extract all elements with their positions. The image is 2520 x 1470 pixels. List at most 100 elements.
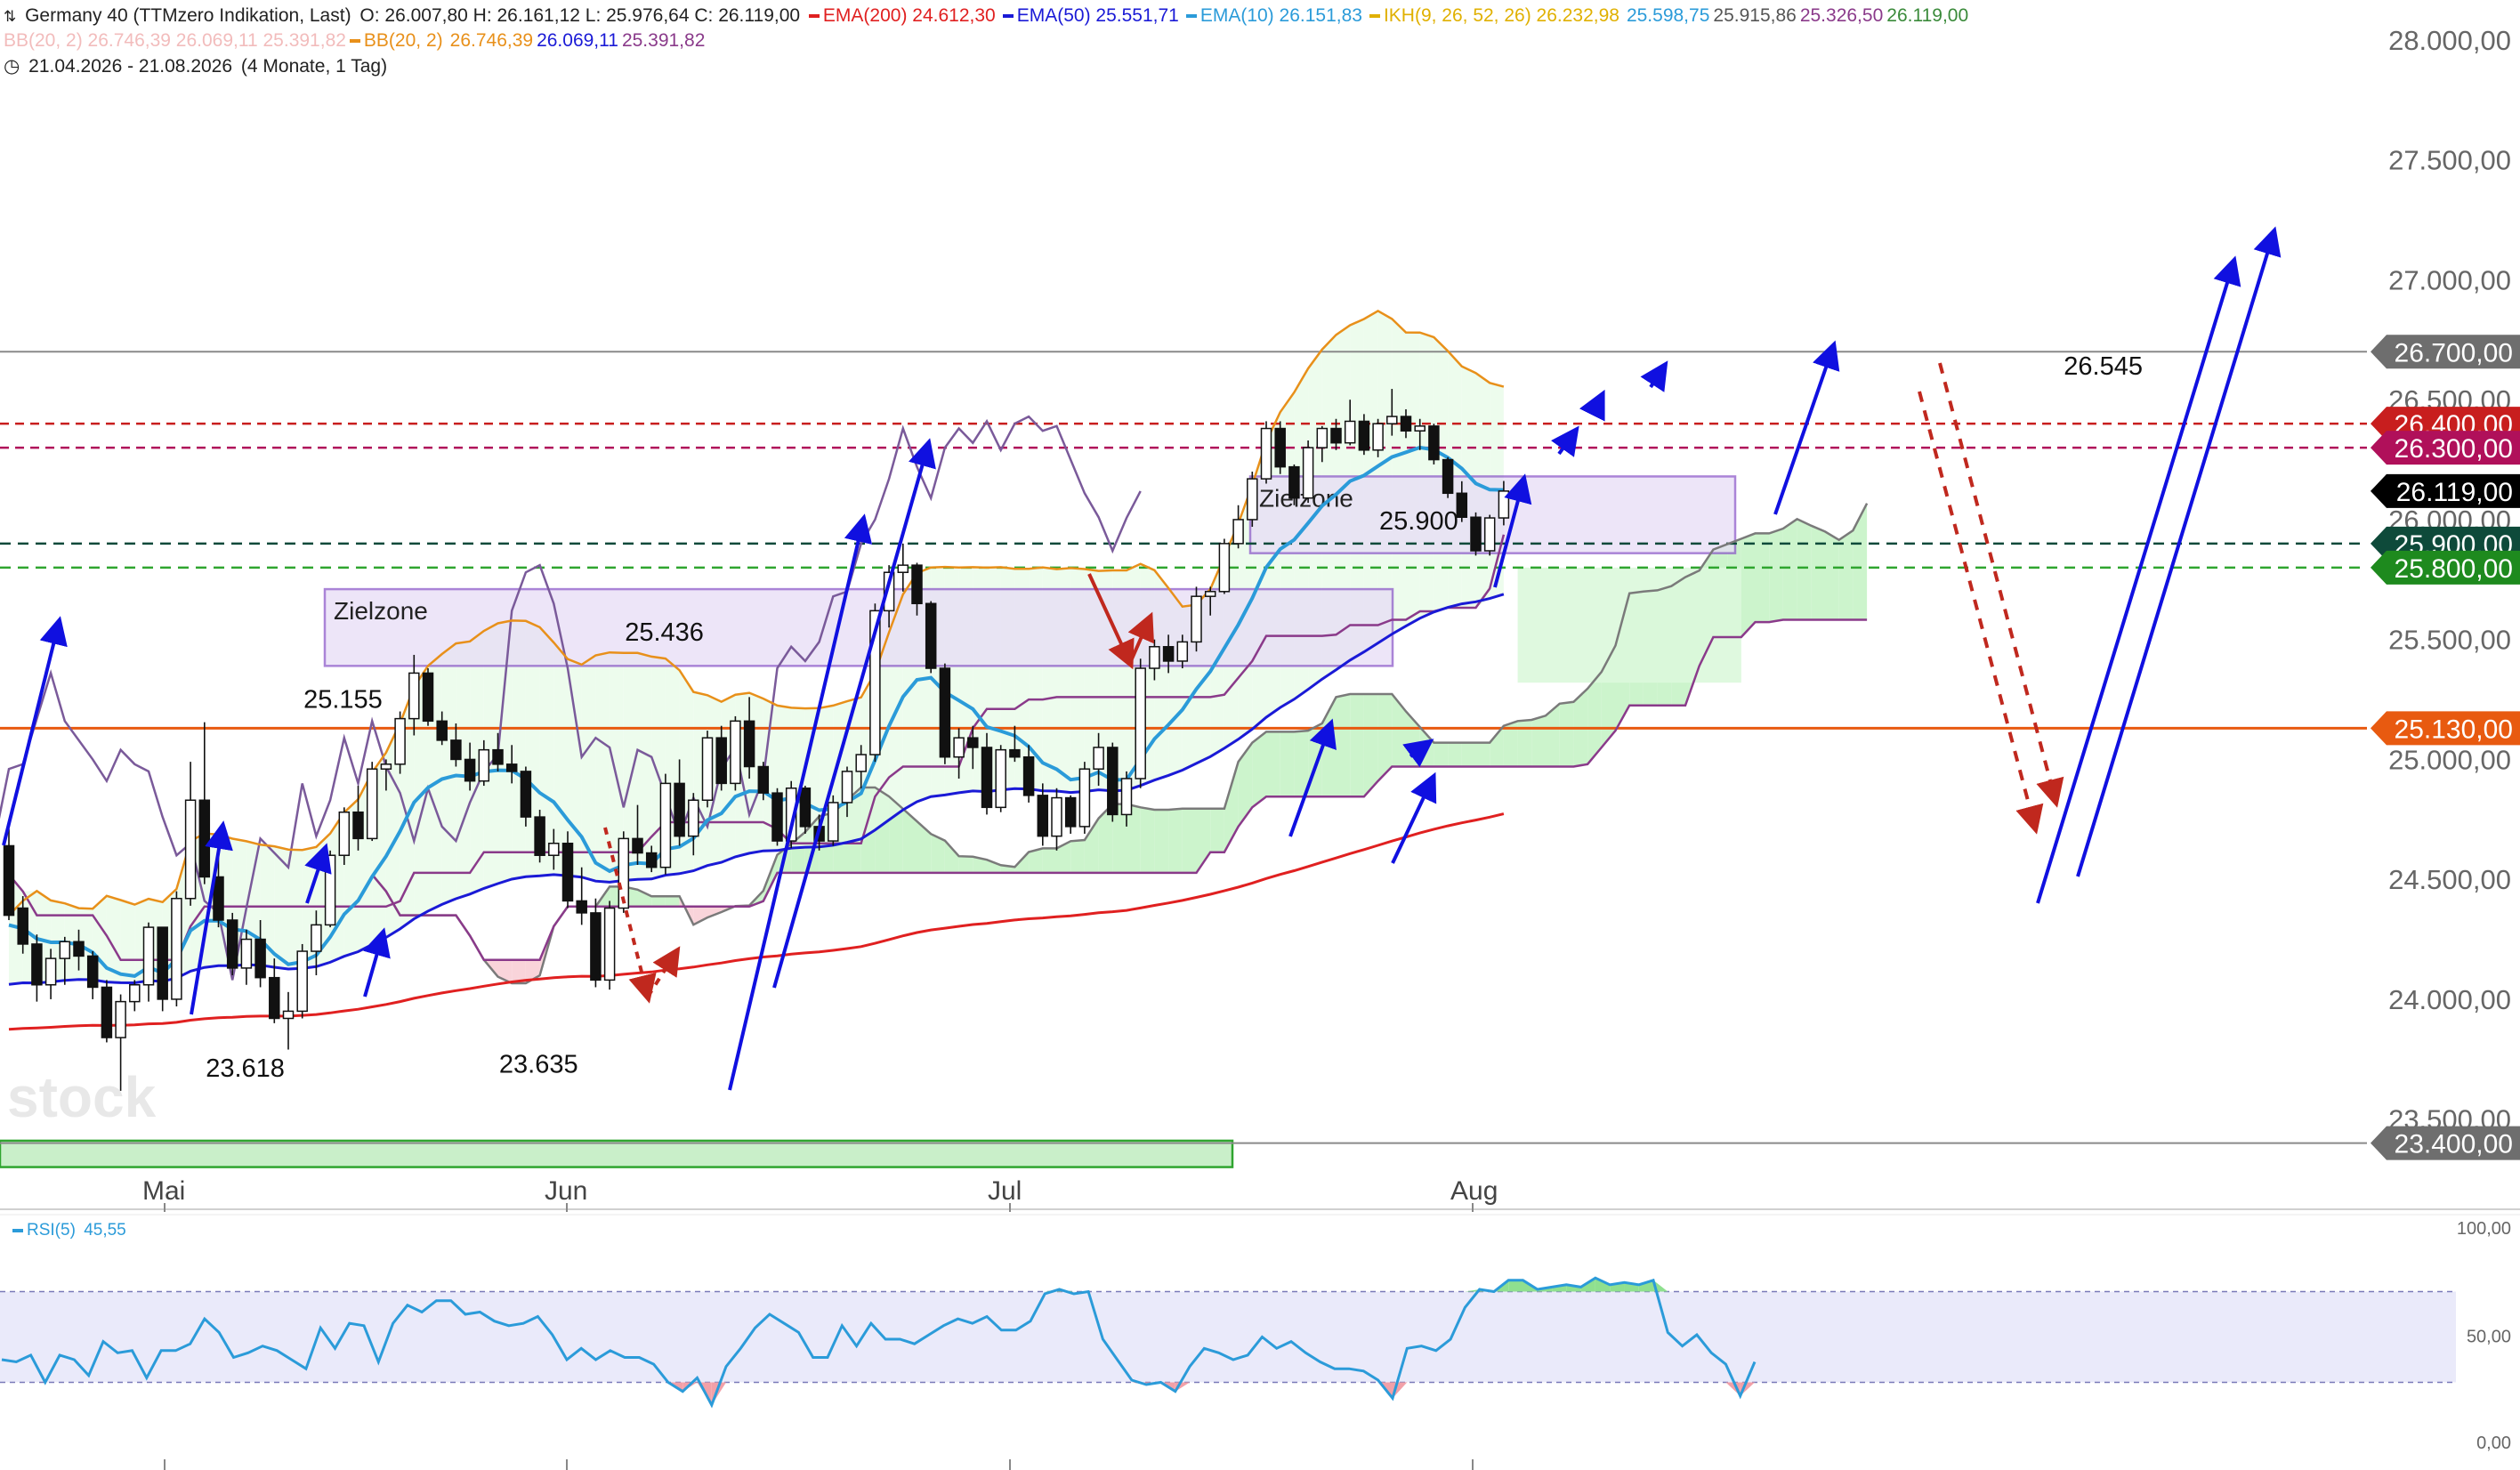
- upper-band-segment: [497, 620, 513, 884]
- candle-body: [911, 564, 923, 605]
- cloud-segment: [1838, 530, 1854, 620]
- ikh-value-0: 25.598,75: [1626, 5, 1710, 26]
- cloud-segment: [693, 906, 707, 925]
- y-axis-label: 27.500,00: [2388, 145, 2511, 176]
- candle-body: [1428, 425, 1440, 461]
- upper-band-segment: [106, 895, 121, 983]
- y-axis-label: 28.000,00: [2388, 25, 2511, 56]
- arrow-blue: [1773, 340, 1840, 515]
- candle-body: [645, 852, 658, 868]
- candle-body: [897, 564, 909, 573]
- candle-body: [548, 843, 560, 856]
- arrow-red: [1127, 611, 1154, 664]
- candle-body: [157, 926, 168, 1000]
- rsi-y-label: 50,00: [2467, 1328, 2511, 1347]
- rsi-value: 45,55: [84, 1221, 126, 1240]
- arrow-blue: [304, 843, 332, 904]
- candle-body: [674, 782, 685, 837]
- cloud-segment: [1490, 725, 1504, 767]
- price-badge: 23.400,00: [2371, 1126, 2520, 1160]
- candle-body: [576, 900, 587, 914]
- cloud-segment: [512, 959, 526, 984]
- candle-body: [799, 788, 812, 828]
- ichimoku-cloud: [372, 503, 1868, 984]
- upper-band-segment: [483, 623, 498, 889]
- candle-body: [282, 1010, 295, 1020]
- cloud-segment: [1070, 839, 1085, 873]
- candle-body: [3, 844, 15, 917]
- indicator-3: IKH(9, 26, 52, 26) 26.232,98: [1369, 5, 1623, 26]
- candle-body: [338, 811, 351, 856]
- bollinger-upper: [8, 309, 1505, 917]
- candle-body: [380, 763, 392, 770]
- indicator-1: EMA(50) 25.551,71: [1002, 5, 1183, 26]
- y-axis-label: 24.500,00: [2388, 864, 2511, 895]
- candle-body: [785, 788, 797, 842]
- cloud-segment: [1350, 693, 1364, 797]
- candle-body: [184, 799, 197, 900]
- upper-band-segment: [581, 655, 596, 882]
- cloud-segment: [665, 896, 680, 907]
- candle-body: [1260, 427, 1272, 480]
- cloud-segment: [1238, 742, 1253, 827]
- cloud-segment: [1755, 533, 1770, 623]
- candle-body: [1274, 427, 1286, 468]
- clock-icon: ◷: [4, 56, 20, 77]
- price-badge-shape: [2371, 473, 2520, 508]
- candle-body: [841, 771, 853, 804]
- cloud-segment: [931, 834, 945, 873]
- bb-legend-2: 26.746,39: [449, 30, 534, 51]
- bollinger-legend: BB(20, 2) 26.746,39 26.069,11 25.391,82 B…: [4, 30, 708, 51]
- cloud-segment: [1168, 808, 1183, 873]
- candle-body: [743, 720, 755, 768]
- arrow-red: [1087, 573, 1135, 670]
- cloud-segment: [917, 821, 932, 873]
- price-badge: 26.119,00: [2371, 473, 2520, 508]
- cloud-segment: [1377, 693, 1393, 781]
- cloud-segment: [1098, 804, 1113, 873]
- price-badge-label: 25.800,00: [2395, 554, 2513, 584]
- cloud-segment: [1434, 742, 1449, 767]
- candle-body: [618, 837, 630, 909]
- upper-band-segment: [470, 631, 484, 894]
- candle-body: [869, 610, 881, 755]
- rsi-legend-swatch: [12, 1228, 23, 1232]
- rsi-label: RSI(5): [27, 1221, 76, 1240]
- arrow-blue: [728, 513, 873, 1091]
- candle-body: [1344, 420, 1356, 444]
- watermark-text: stock: [7, 1065, 157, 1129]
- price-badge: 25.800,00: [2371, 550, 2520, 585]
- candle-body: [1302, 447, 1314, 499]
- cloud-segment: [1797, 519, 1812, 620]
- candle-body: [422, 672, 434, 723]
- candle-body: [352, 811, 364, 840]
- cloud-segment: [1475, 742, 1490, 767]
- candle-body: [1037, 795, 1049, 837]
- candle-body: [1135, 667, 1146, 779]
- candle-body: [213, 876, 224, 921]
- candle-body: [1064, 796, 1077, 828]
- y-axis-label: 27.000,00: [2388, 264, 2511, 295]
- ema200-line: [8, 812, 1505, 1031]
- upper-band-segment: [610, 652, 624, 883]
- target-zone-box: [323, 587, 1394, 667]
- upper-band-segment: [847, 697, 861, 844]
- cloud-segment: [1154, 810, 1169, 873]
- candle-body: [1386, 416, 1398, 424]
- cloud-segment: [1252, 731, 1266, 808]
- candle-body: [505, 763, 518, 772]
- candle-body: [1218, 543, 1231, 593]
- candle-body: [590, 912, 602, 981]
- candle-body: [1093, 747, 1104, 770]
- cloud-segment: [1559, 701, 1574, 767]
- cloud-segment: [944, 840, 959, 873]
- candle-body: [1204, 591, 1216, 597]
- candle-body: [464, 758, 476, 782]
- candle-body: [981, 747, 993, 809]
- instrument-icon: ⇅: [4, 8, 17, 25]
- cloud-segment: [1210, 808, 1224, 852]
- x-axis-label: Mai: [142, 1176, 185, 1206]
- upper-band-segment: [539, 626, 554, 876]
- arrow-blue: [2076, 226, 2282, 877]
